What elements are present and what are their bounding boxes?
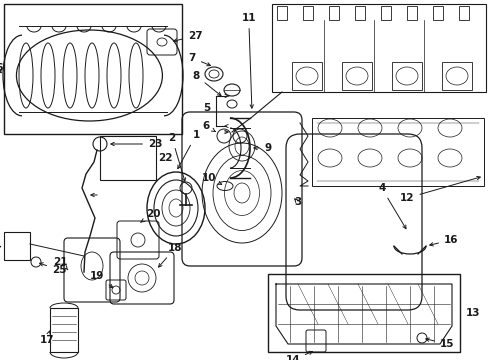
Text: 4: 4 — [378, 183, 406, 229]
Bar — [381, 6, 391, 20]
Text: 20: 20 — [141, 209, 161, 222]
Text: 3: 3 — [294, 197, 301, 207]
Bar — [312, 118, 484, 186]
Text: 8: 8 — [193, 71, 221, 96]
Text: 12: 12 — [400, 176, 480, 203]
Text: 1: 1 — [178, 130, 199, 168]
Text: 19: 19 — [90, 271, 113, 288]
Bar — [4, 232, 30, 260]
Bar — [303, 6, 313, 20]
Text: 27: 27 — [174, 31, 203, 42]
Text: 23: 23 — [111, 139, 163, 149]
Bar — [459, 6, 469, 20]
Bar — [407, 6, 417, 20]
Text: 2: 2 — [169, 133, 186, 181]
Text: 11: 11 — [242, 13, 256, 108]
Text: 16: 16 — [430, 235, 459, 246]
Bar — [355, 6, 365, 20]
Text: 22: 22 — [158, 153, 172, 163]
Bar — [277, 6, 287, 20]
Bar — [329, 6, 339, 20]
Bar — [50, 308, 78, 352]
Text: 24: 24 — [0, 241, 2, 251]
Text: 26: 26 — [0, 63, 4, 73]
Bar — [100, 136, 156, 180]
Text: 21: 21 — [53, 257, 68, 270]
Text: 25: 25 — [40, 263, 67, 275]
Bar — [342, 62, 372, 90]
Text: 6: 6 — [203, 121, 215, 132]
Bar — [442, 62, 472, 90]
Bar — [272, 4, 486, 92]
Text: 9: 9 — [254, 143, 271, 153]
Text: 13: 13 — [466, 308, 481, 318]
Text: 15: 15 — [426, 338, 455, 349]
Bar — [433, 6, 443, 20]
Bar — [4, 4, 182, 134]
Text: 14: 14 — [285, 351, 313, 360]
Bar — [292, 62, 322, 90]
Ellipse shape — [205, 67, 223, 81]
Text: 18: 18 — [159, 243, 182, 267]
Bar — [268, 274, 460, 352]
Text: 17: 17 — [39, 331, 54, 345]
Text: 7: 7 — [189, 53, 210, 66]
Text: 5: 5 — [203, 103, 210, 113]
Bar — [392, 62, 422, 90]
Text: 10: 10 — [201, 173, 221, 184]
